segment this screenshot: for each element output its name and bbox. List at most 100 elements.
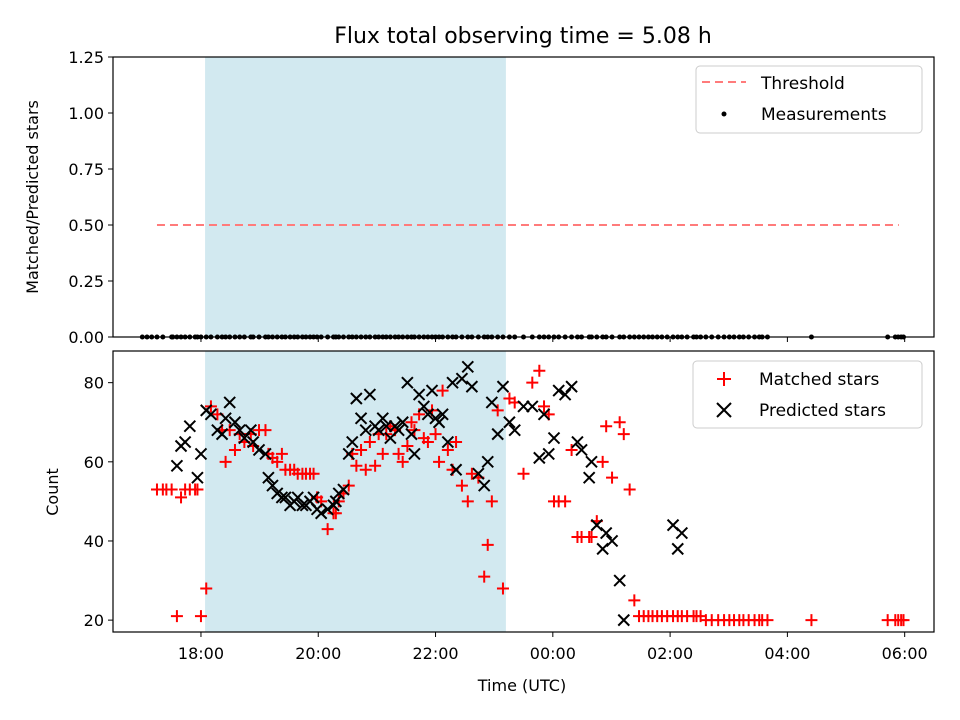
predicted-star-point <box>461 360 474 374</box>
bottom-panel-shaded-span <box>205 351 506 632</box>
top-y-tick-label: 0.00 <box>68 328 104 347</box>
predicted-star-point <box>233 423 246 437</box>
predicted-star-point <box>503 416 516 429</box>
matched-star-point <box>396 455 409 468</box>
predicted-star-point <box>342 447 355 461</box>
predicted-star-point <box>425 384 439 397</box>
predicted-star-point <box>178 435 192 449</box>
bottom-x-tick-label: 22:00 <box>412 644 458 663</box>
predicted-star-point <box>565 380 578 393</box>
matched-star-point <box>228 443 241 456</box>
legend-threshold-label: Threshold <box>760 74 845 94</box>
matched-star-point <box>359 463 372 476</box>
matched-star-point <box>436 384 449 397</box>
matched-star-point <box>165 483 178 496</box>
bottom-y-tick-label: 40 <box>84 532 104 551</box>
predicted-star-point <box>552 384 565 397</box>
predicted-star-point <box>455 372 469 385</box>
matched-star-point <box>565 443 578 456</box>
top-y-axis: 0.00 0.25 0.50 0.75 1.00 1.25 <box>68 48 113 347</box>
predicted-star-point <box>533 451 546 465</box>
predicted-star-point <box>412 388 426 401</box>
predicted-star-point <box>194 447 208 461</box>
predicted-star-point <box>296 499 309 512</box>
matched-star-point <box>175 491 188 504</box>
legend-matched-swatch <box>717 372 731 386</box>
predicted-star-point <box>396 416 409 429</box>
predicted-star-point <box>405 427 418 441</box>
top-legend: Threshold Measurements <box>695 65 923 134</box>
predicted-star-point <box>346 435 359 449</box>
matched-star-point <box>363 436 376 449</box>
predicted-star-point <box>183 419 197 433</box>
predicted-star-point <box>496 380 510 393</box>
predicted-stars-series <box>170 360 689 627</box>
predicted-star-point <box>329 495 343 508</box>
matched-star-point <box>259 424 272 437</box>
matched-star-point <box>369 459 382 472</box>
predicted-star-point <box>259 447 272 461</box>
matched-star-point <box>600 420 613 433</box>
matched-star-point <box>275 447 288 460</box>
matched-star-point <box>517 467 530 480</box>
predicted-star-point <box>363 388 377 401</box>
matched-star-point <box>491 404 504 417</box>
matched-star-point <box>455 479 468 492</box>
predicted-star-point <box>675 526 689 540</box>
top-y-tick-label: 1.00 <box>68 104 104 123</box>
matched-star-point <box>200 582 213 595</box>
predicted-star-point <box>478 479 491 492</box>
predicted-star-point <box>485 396 499 409</box>
matched-star-point <box>450 436 463 449</box>
matched-star-point <box>405 416 418 429</box>
predicted-star-point <box>307 491 320 504</box>
matched-star-point <box>533 364 546 377</box>
predicted-star-point <box>421 408 435 421</box>
matched-star-point <box>805 614 818 627</box>
top-y-tick-label: 1.25 <box>68 48 104 67</box>
matched-star-point <box>606 471 619 484</box>
predicted-star-point <box>671 542 684 556</box>
matched-star-point <box>585 531 598 544</box>
predicted-star-point <box>575 443 588 457</box>
matched-star-point <box>538 400 551 413</box>
predicted-star-point <box>436 408 449 421</box>
predicted-star-point <box>223 396 236 409</box>
predicted-star-point <box>219 412 232 425</box>
matched-star-point <box>219 455 232 468</box>
predicted-star-point <box>204 408 218 421</box>
predicted-star-point <box>582 471 596 484</box>
predicted-star-point <box>585 455 598 469</box>
predicted-star-point <box>537 408 551 421</box>
predicted-star-point <box>465 380 479 393</box>
predicted-star-point <box>380 419 393 433</box>
bottom-x-tick-label: 18:00 <box>178 644 224 663</box>
matched-star-point <box>307 467 320 480</box>
predicted-star-point <box>372 423 385 437</box>
matched-star-point <box>350 459 363 472</box>
predicted-star-point <box>244 423 258 437</box>
predicted-star-point <box>441 435 455 449</box>
predicted-star-point <box>215 427 229 441</box>
predicted-star-point <box>392 423 405 437</box>
bottom-y-tick-label: 60 <box>84 453 104 472</box>
matched-star-point <box>465 467 478 480</box>
bottom-x-tick-label: 00:00 <box>530 644 576 663</box>
predicted-star-point <box>314 507 328 520</box>
predicted-star-point <box>590 518 604 532</box>
bottom-panel-frame <box>112 350 935 633</box>
legend-measurements-label: Measurements <box>761 105 887 125</box>
bottom-x-axis: 18:00 20:00 22:00 00:00 02:00 04:00 06:00 <box>178 632 928 663</box>
predicted-star-point <box>359 423 372 437</box>
predicted-star-point <box>170 459 184 472</box>
predicted-star-point <box>191 471 204 484</box>
predicted-star-point <box>446 376 459 389</box>
matched-star-point <box>321 523 334 536</box>
predicted-star-point <box>238 431 251 445</box>
bottom-x-tick-label: 20:00 <box>295 644 341 663</box>
top-legend-box <box>695 65 923 134</box>
predicted-star-point <box>262 471 275 484</box>
matched-star-point <box>623 483 636 496</box>
bottom-legend: Matched stars Predicted stars <box>692 360 923 429</box>
bottom-x-tick-label: 04:00 <box>764 644 810 663</box>
